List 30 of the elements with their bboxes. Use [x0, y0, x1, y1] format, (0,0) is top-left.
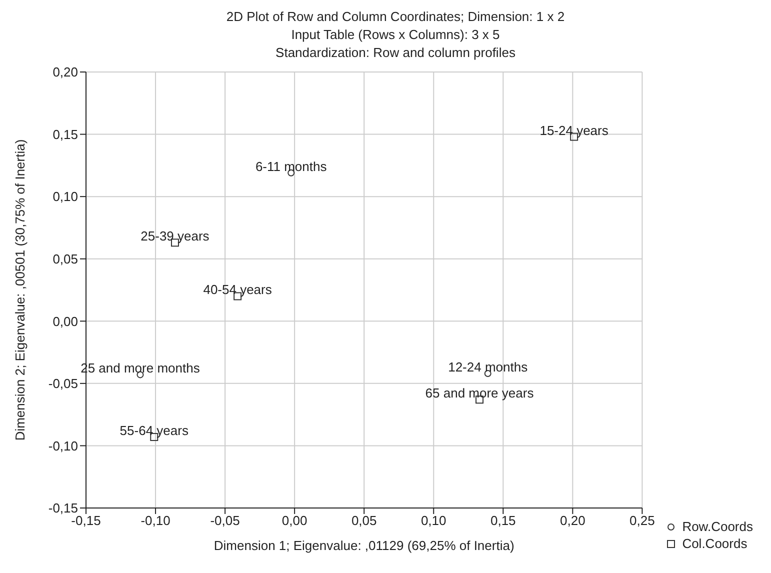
- annotation: 25-39 years: [140, 228, 210, 244]
- y-tick-label: 0,00: [52, 314, 78, 329]
- x-tick-label: -0,10: [140, 513, 170, 528]
- annotation: 40-54 years: [203, 282, 272, 298]
- y-tick-label: -0,05: [48, 376, 78, 392]
- y-tick-label: 0,15: [52, 126, 78, 142]
- annotation: 12-24 months: [448, 359, 528, 374]
- y-axis-title: Dimension 2; Eigenvalue: ,00501 (30,75% of Inertia): [12, 139, 28, 441]
- annotation: 6-11 months: [255, 158, 328, 174]
- x-tick-label: 0,10: [420, 513, 446, 528]
- legend-label: Col.Coords: [682, 535, 748, 552]
- annotation: 55-64 years: [120, 422, 189, 438]
- annotation: 65 and more years: [425, 386, 534, 401]
- y-tick-label: -0,10: [48, 438, 78, 454]
- legend-label: Row.Coords: [682, 518, 753, 535]
- x-tick-label: -0,15: [71, 513, 101, 528]
- x-axis-title: Dimension 1; Eigenvalue: ,01129 (69,25% of Inertia): [214, 538, 514, 553]
- y-tick-label: -0,15: [48, 500, 78, 516]
- x-tick-label: 0,15: [490, 513, 516, 528]
- y-tick-label: 0,05: [52, 251, 78, 266]
- x-tick-label: 0,00: [282, 513, 308, 528]
- y-tick-label: 0,10: [52, 189, 78, 204]
- x-tick-label: 0,20: [560, 513, 586, 528]
- chart-subtitle: Input Table (Rows x Columns): 3 x 5 Standardization: Row and column profiles: [274, 26, 516, 62]
- y-tick-label: 0,20: [52, 64, 78, 80]
- annotation: 15-24 years: [540, 122, 609, 138]
- x-tick-label: 0,05: [351, 513, 377, 528]
- x-tick-label: 0,25: [630, 513, 655, 528]
- x-tick-label: -0,05: [210, 513, 240, 528]
- chart-title: 2D Plot of Row and Column Coordinates; Dimension: 1 x 2: [225, 8, 566, 26]
